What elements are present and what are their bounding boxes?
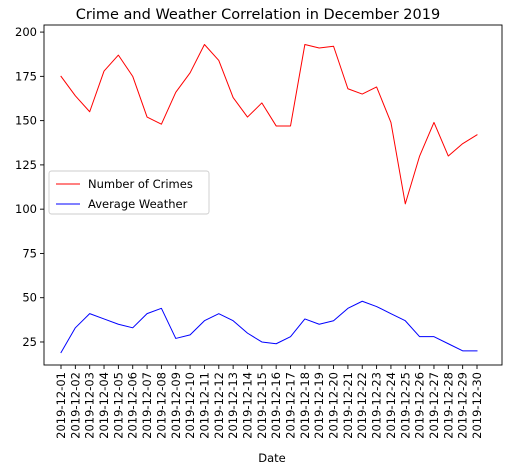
y-tick-label: 75: [22, 246, 37, 260]
series-layer: [60, 43, 478, 354]
legend: Number of Crimes Average Weather: [48, 170, 210, 215]
x-tick-label: 2019-12-24: [384, 372, 398, 439]
x-tick-label: 2019-12-22: [355, 372, 369, 439]
x-tick-label: 2019-12-10: [183, 372, 197, 439]
x-tick-label: 2019-12-21: [341, 372, 355, 439]
y-tick-label: 100: [15, 202, 37, 216]
x-tick-label: 2019-12-18: [298, 372, 312, 439]
y-tick-label: 25: [22, 335, 37, 349]
plot-area-frame: [43, 24, 503, 366]
x-tick-label: 2019-12-04: [97, 372, 111, 439]
x-axis: 2019-12-01 2019-12-02 2019-12-03 2019-12-04…: [54, 365, 484, 439]
x-tick-label: 2019-12-15: [255, 372, 269, 439]
x-tick-label: 2019-12-23: [370, 372, 384, 439]
y-tick-label: 175: [15, 69, 37, 83]
x-tick-label: 2019-12-07: [140, 372, 154, 439]
x-tick-label: 2019-12-26: [413, 372, 427, 439]
x-tick-label: 2019-12-01: [54, 372, 68, 439]
x-tick-label: 2019-12-19: [312, 372, 326, 439]
x-tick-label: 2019-12-25: [398, 372, 412, 439]
x-tick-label: 2019-12-16: [269, 372, 283, 439]
x-tick-label: 2019-12-05: [111, 372, 125, 439]
y-tick-label: 150: [15, 114, 37, 128]
x-tick-label: 2019-12-09: [169, 372, 183, 439]
y-tick-label: 200: [15, 25, 37, 39]
y-tick-label: 125: [15, 158, 37, 172]
legend-label-1: Average Weather: [88, 197, 188, 211]
legend-label-0: Number of Crimes: [88, 177, 193, 191]
legend-box: [48, 170, 210, 215]
x-tick-label: 2019-12-06: [126, 372, 140, 439]
x-tick-label: 2019-12-28: [441, 372, 455, 439]
x-tick-label: 2019-12-03: [83, 372, 97, 439]
y-axis: 25 50 75 100 125 150 175 200: [15, 25, 44, 349]
x-tick-label: 2019-12-14: [240, 372, 254, 439]
series-line-1: [60, 300, 478, 354]
x-axis-label: Date: [258, 451, 286, 465]
x-tick-label: 2019-12-29: [456, 372, 470, 439]
y-tick-label: 50: [22, 291, 37, 305]
x-tick-label: 2019-12-08: [154, 372, 168, 439]
x-tick-label: 2019-12-17: [284, 372, 298, 439]
x-tick-label: 2019-12-13: [226, 372, 240, 439]
x-tick-label: 2019-12-02: [68, 372, 82, 439]
x-tick-label: 2019-12-27: [427, 372, 441, 439]
x-tick-label: 2019-12-12: [212, 372, 226, 439]
x-tick-label: 2019-12-30: [470, 372, 484, 439]
x-tick-label: 2019-12-11: [197, 372, 211, 439]
series-line-0: [60, 43, 478, 205]
x-tick-label: 2019-12-20: [327, 372, 341, 439]
chart-title: Crime and Weather Correlation in Decembe…: [76, 7, 440, 23]
